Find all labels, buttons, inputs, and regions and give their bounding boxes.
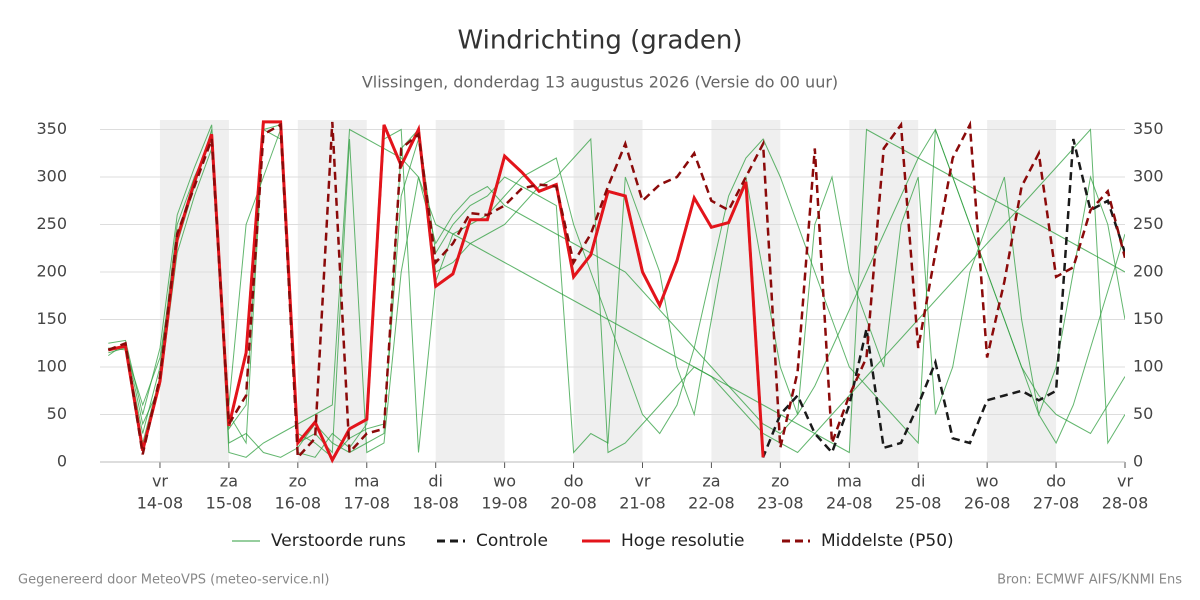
y2-tick-label: 150 [1133, 309, 1164, 328]
x-tick-day: di [428, 472, 443, 491]
y-tick-label: 100 [36, 357, 67, 376]
chart-title: Windrichting (graden) [457, 26, 742, 56]
x-tick-date: 28-08 [1102, 494, 1149, 513]
x-tick-day: di [911, 472, 926, 491]
ensemble-line [108, 124, 1125, 458]
x-tick-day: do [1046, 472, 1066, 491]
series-line [107, 120, 1125, 461]
ensemble-line [108, 128, 1125, 458]
x-tick-date: 27-08 [1033, 494, 1080, 513]
y-tick-label: 0 [57, 452, 67, 471]
x-tick-date: 26-08 [964, 494, 1011, 513]
day-shade [711, 120, 781, 462]
y2-tick-label: 250 [1133, 214, 1164, 233]
ensemble-line [108, 124, 1125, 458]
x-tick-date: 22-08 [688, 494, 735, 513]
x-tick-day: do [564, 472, 584, 491]
x-tick-date: 23-08 [757, 494, 804, 513]
day-shade [849, 120, 919, 462]
x-tick-day: vr [634, 472, 650, 491]
chart-subtitle: Vlissingen, donderdag 13 augustus 2026 (… [362, 73, 838, 92]
x-tick-date: 19-08 [481, 494, 528, 513]
x-tick-day: vr [152, 472, 168, 491]
ensemble-line [108, 128, 1125, 454]
x-tick-day: ma [837, 472, 862, 491]
y-tick-label: 350 [36, 119, 67, 138]
y2-tick-label: 200 [1133, 262, 1164, 281]
x-tick-date: 18-08 [412, 494, 459, 513]
x-tick-date: 24-08 [826, 494, 873, 513]
x-tick-day: za [702, 472, 720, 491]
y2-tick-label: 300 [1133, 167, 1164, 186]
legend-label: Middelste (P50) [821, 531, 954, 551]
x-tick-date: 15-08 [206, 494, 253, 513]
x-tick-day: zo [771, 472, 789, 491]
y-tick-label: 300 [36, 167, 67, 186]
footer-left: Gegenereerd door MeteoVPS (meteo-service… [18, 573, 329, 588]
x-tick-day: za [220, 472, 238, 491]
y-tick-label: 50 [47, 404, 67, 423]
x-tick-date: 20-08 [550, 494, 597, 513]
day-shade [987, 120, 1057, 462]
x-tick-date: 14-08 [137, 494, 184, 513]
legend-label: Controle [476, 531, 548, 551]
y2-tick-label: 100 [1133, 357, 1164, 376]
x-tick-day: vr [1117, 472, 1133, 491]
y2-tick-label: 0 [1133, 452, 1143, 471]
footer-right: Bron: ECMWF AIFS/KNMI Ens [997, 573, 1182, 588]
x-tick-date: 16-08 [275, 494, 322, 513]
x-tick-date: 25-08 [895, 494, 942, 513]
day-shade [573, 120, 643, 462]
day-shade [297, 120, 367, 462]
day-shade [435, 120, 505, 462]
y2-tick-label: 350 [1133, 119, 1164, 138]
y-tick-label: 200 [36, 262, 67, 281]
x-tick-day: wo [493, 472, 516, 491]
x-tick-date: 17-08 [344, 494, 391, 513]
legend-label: Hoge resolutie [621, 531, 745, 551]
legend-label: Verstoorde runs [271, 531, 406, 551]
y2-tick-label: 50 [1133, 404, 1153, 423]
y-tick-label: 150 [36, 309, 67, 328]
x-tick-day: ma [354, 472, 379, 491]
x-tick-date: 21-08 [619, 494, 666, 513]
x-tick-day: wo [976, 472, 999, 491]
y-tick-label: 250 [36, 214, 67, 233]
x-tick-day: zo [289, 472, 307, 491]
